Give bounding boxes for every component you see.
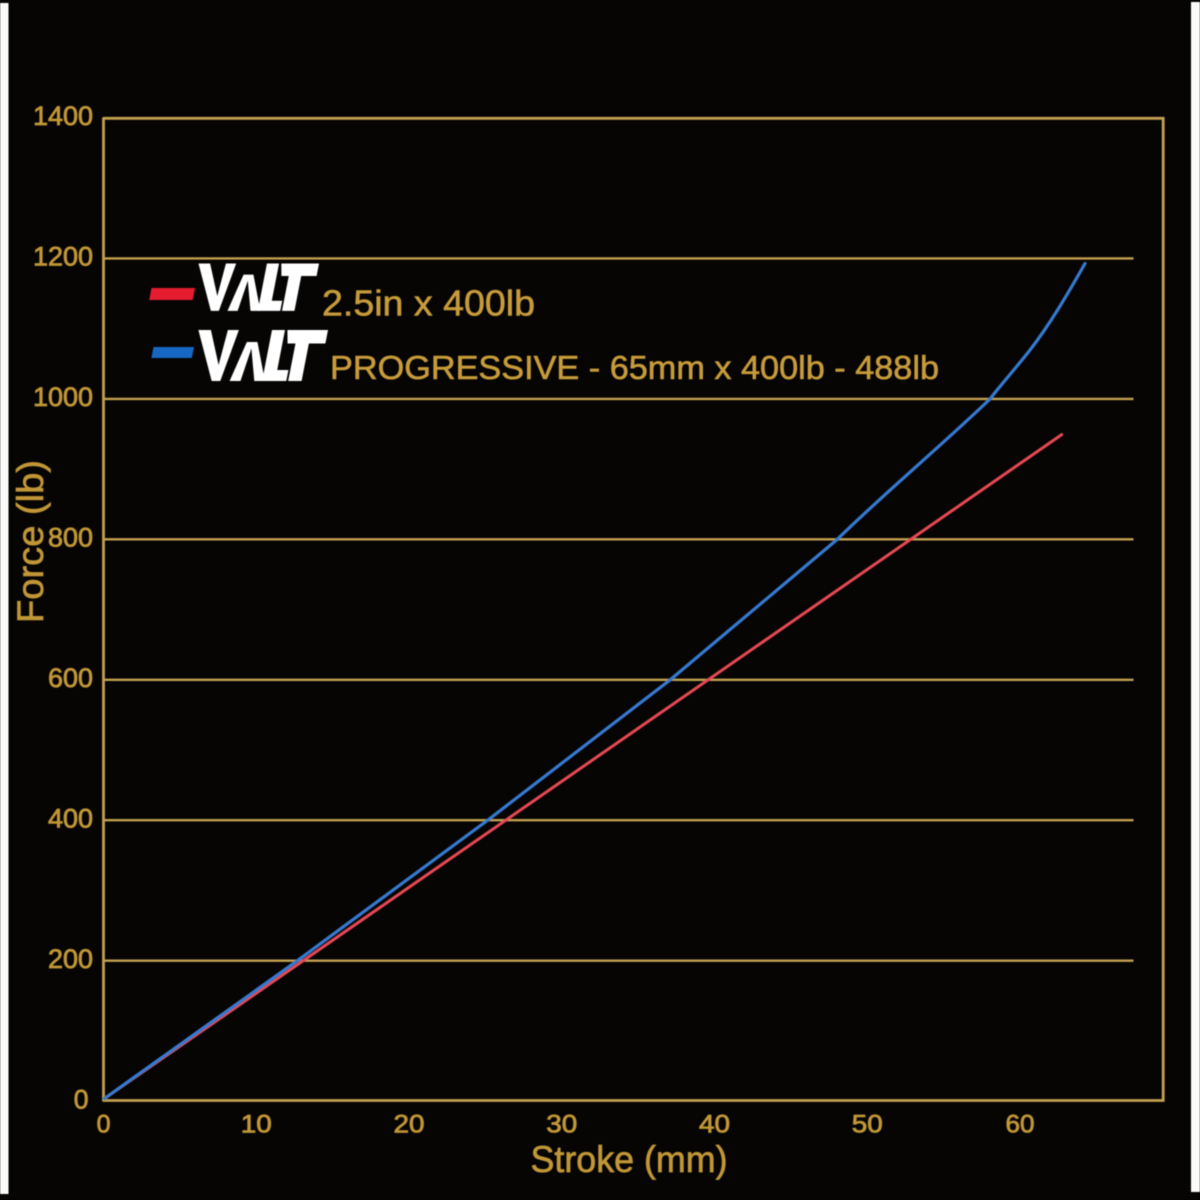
svg-text:600: 600 xyxy=(48,663,93,693)
svg-text:40: 40 xyxy=(699,1111,730,1139)
svg-text:60: 60 xyxy=(1006,1111,1035,1139)
svg-text:10: 10 xyxy=(241,1111,272,1139)
svg-text:30: 30 xyxy=(546,1111,577,1139)
svg-text:50: 50 xyxy=(852,1111,883,1139)
svg-text:Stroke (mm): Stroke (mm) xyxy=(531,1139,728,1180)
svg-text:1400: 1400 xyxy=(33,101,93,131)
svg-text:Force (lb): Force (lb) xyxy=(10,460,51,623)
svg-text:1000: 1000 xyxy=(33,382,93,412)
svg-text:800: 800 xyxy=(48,523,93,553)
svg-text:400: 400 xyxy=(48,804,93,834)
svg-text:PROGRESSIVE - 65mm x 400lb - 4: PROGRESSIVE - 65mm x 400lb - 488lb xyxy=(330,349,939,386)
svg-text:200: 200 xyxy=(48,944,93,974)
svg-text:2.5in x 400lb: 2.5in x 400lb xyxy=(322,283,535,324)
svg-text:0: 0 xyxy=(74,1084,89,1114)
svg-text:1200: 1200 xyxy=(33,242,93,272)
svg-text:0: 0 xyxy=(97,1111,111,1139)
svg-text:20: 20 xyxy=(394,1111,425,1139)
